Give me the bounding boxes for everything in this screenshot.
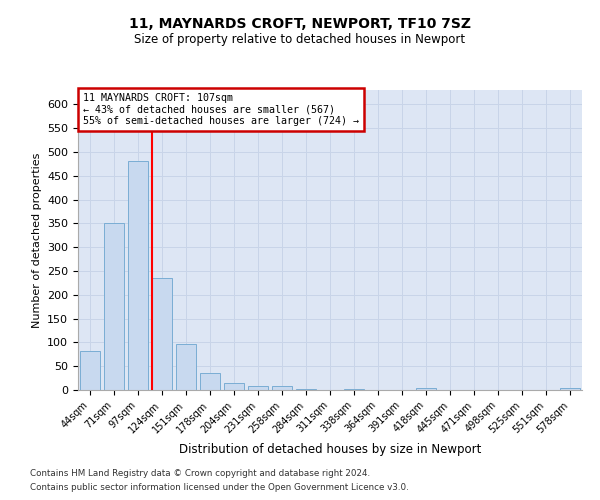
Text: Contains public sector information licensed under the Open Government Licence v3: Contains public sector information licen… bbox=[30, 484, 409, 492]
Text: 11, MAYNARDS CROFT, NEWPORT, TF10 7SZ: 11, MAYNARDS CROFT, NEWPORT, TF10 7SZ bbox=[129, 18, 471, 32]
Text: Size of property relative to detached houses in Newport: Size of property relative to detached ho… bbox=[134, 32, 466, 46]
Bar bbox=[560, 388, 580, 390]
Bar bbox=[272, 386, 292, 390]
Bar bbox=[200, 374, 220, 390]
Text: Contains HM Land Registry data © Crown copyright and database right 2024.: Contains HM Land Registry data © Crown c… bbox=[30, 468, 370, 477]
Text: 11 MAYNARDS CROFT: 107sqm
← 43% of detached houses are smaller (567)
55% of semi: 11 MAYNARDS CROFT: 107sqm ← 43% of detac… bbox=[83, 93, 359, 126]
Bar bbox=[152, 278, 172, 390]
Bar bbox=[176, 344, 196, 390]
X-axis label: Distribution of detached houses by size in Newport: Distribution of detached houses by size … bbox=[179, 443, 481, 456]
Bar bbox=[296, 388, 316, 390]
Y-axis label: Number of detached properties: Number of detached properties bbox=[32, 152, 41, 328]
Bar bbox=[248, 386, 268, 390]
Bar bbox=[224, 383, 244, 390]
Bar bbox=[128, 162, 148, 390]
Bar bbox=[80, 351, 100, 390]
Bar bbox=[416, 388, 436, 390]
Bar bbox=[344, 388, 364, 390]
Bar bbox=[104, 224, 124, 390]
